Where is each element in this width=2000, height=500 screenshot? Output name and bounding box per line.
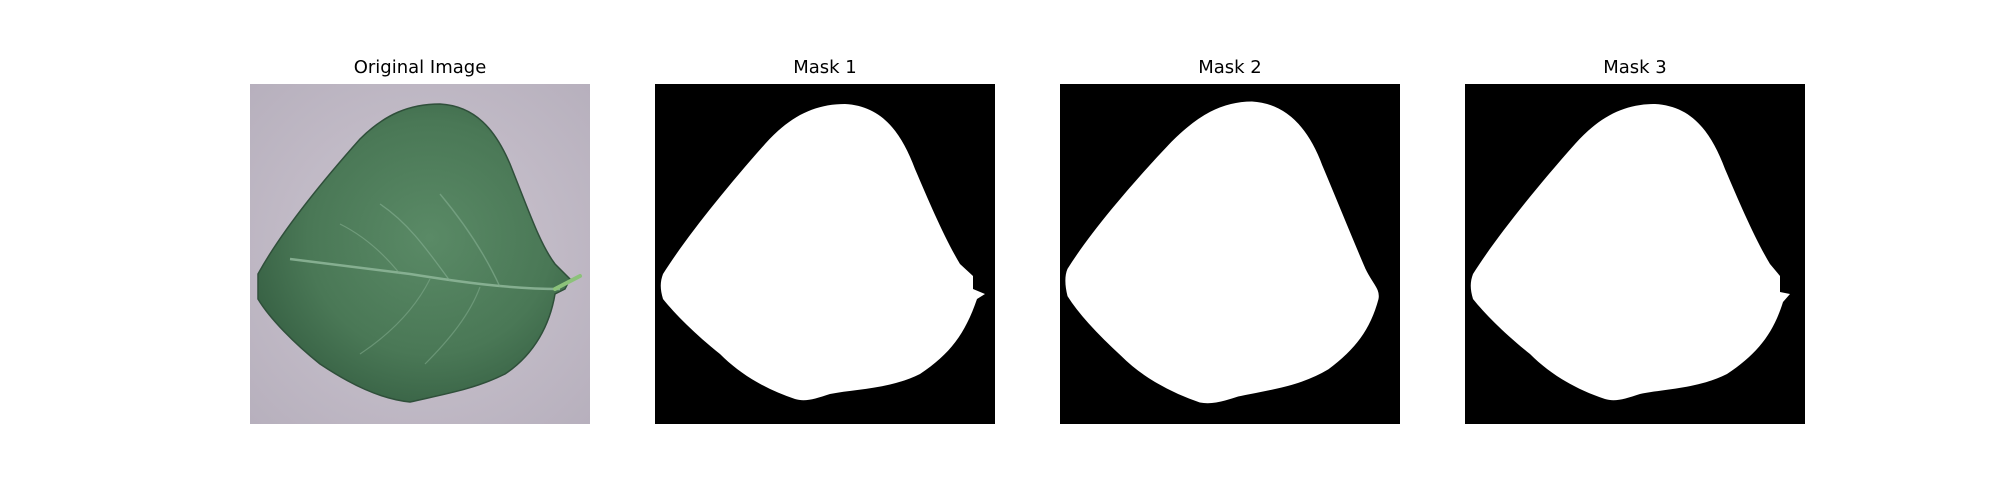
- mask-image: [1465, 84, 1805, 424]
- mask-foreground: [1065, 101, 1379, 404]
- leaf-vein: [439, 193, 501, 288]
- leaf-shape: [257, 103, 571, 403]
- mask-foreground: [660, 104, 985, 401]
- leaf-petiole: [553, 274, 582, 291]
- mask-foreground: [1470, 104, 1790, 401]
- leaf-vein: [424, 286, 481, 365]
- panel-title: Original Image: [353, 57, 487, 78]
- leaf-vein: [379, 203, 451, 282]
- leaf-photo: [250, 84, 590, 424]
- leaf-midrib: [289, 257, 561, 291]
- panel-title: Mask 2: [1198, 57, 1262, 78]
- mask-image: [1060, 84, 1400, 424]
- leaf-vein: [339, 223, 401, 275]
- leaf-vein: [359, 278, 431, 355]
- panel-title: Mask 1: [793, 57, 857, 78]
- mask-image: [655, 84, 995, 424]
- panel-title: Mask 3: [1603, 57, 1667, 78]
